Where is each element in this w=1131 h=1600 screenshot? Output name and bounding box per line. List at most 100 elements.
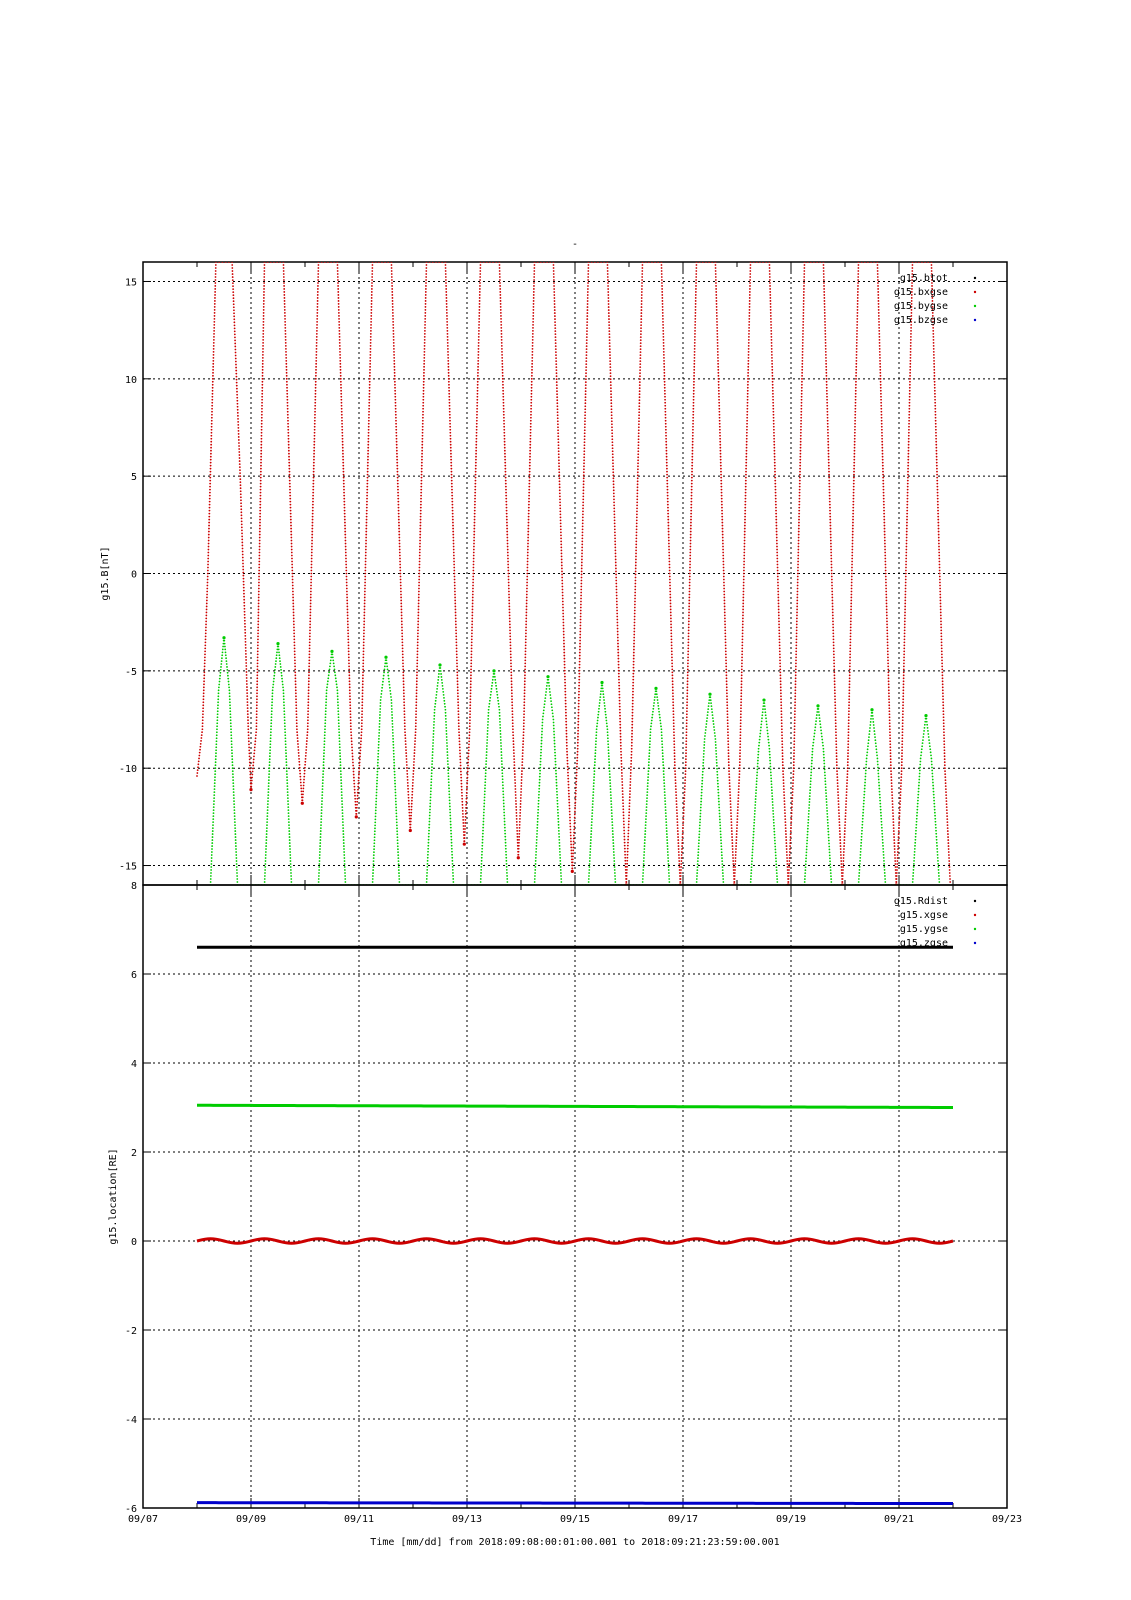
data-point-g15-bxgse	[293, 641, 296, 644]
data-point-g15-bxgse	[832, 653, 835, 656]
data-point-g15-bxgse	[316, 303, 319, 305]
data-point-g15-bxgse	[741, 632, 744, 635]
data-point-g15-bxgse	[349, 725, 352, 728]
data-point-g15-bxgse	[569, 822, 572, 825]
data-point-g15-bxgse	[398, 548, 401, 551]
data-point-g15-bxgse	[742, 611, 744, 614]
data-point-g15-bxgse	[563, 651, 566, 654]
data-point-g15-bxgse	[237, 433, 240, 435]
data-point-g15-bxgse	[521, 755, 524, 758]
data-point-g15-bxgse	[647, 262, 650, 263]
data-point-g15-bxgse	[338, 344, 341, 347]
data-point-g15-bxgse	[620, 762, 623, 765]
data-point-g15-bxgse	[559, 507, 562, 510]
data-point-g15-bxgse	[573, 816, 576, 819]
data-point-g15-bxgse	[336, 276, 339, 278]
data-point-g15-bxgse	[354, 800, 357, 803]
data-point-g15-bxgse	[562, 618, 565, 621]
data-point-g15-bxgse	[677, 839, 680, 841]
data-point-g15-bxgse	[738, 782, 740, 785]
data-point-g15-bxgse	[816, 262, 818, 263]
data-point-g15-bxgse	[564, 678, 566, 681]
data-point-g15-bxgse	[612, 471, 615, 474]
data-point-g15-bxgse	[505, 494, 508, 497]
data-point-g15-bxgse	[448, 389, 451, 392]
data-point-g15-bxgse	[410, 805, 413, 808]
data-point-g15-bxgse	[564, 702, 567, 705]
data-point-g15-bxgse	[212, 374, 214, 377]
data-point-g15-bxgse	[829, 536, 832, 539]
data-point-g15-bxgse	[575, 774, 578, 777]
data-point-g15-bxgse	[705, 262, 707, 263]
data-point-g15-bxgse	[832, 620, 834, 623]
data-point-g15-bxgse	[395, 425, 398, 428]
data-point-g15-bxgse	[500, 332, 503, 335]
data-point-g15-bxgse	[635, 522, 638, 525]
data-point-g15-bxgse	[790, 827, 792, 829]
data-point-g15-bxgse	[737, 794, 740, 797]
data-point-g15-bxgse	[694, 335, 696, 338]
data-point-g15-bxgse	[205, 611, 208, 614]
data-point-g15-bxgse	[831, 605, 834, 608]
data-point-g15-bxgse	[780, 704, 783, 707]
data-point-g15-bxgse	[419, 542, 421, 545]
data-point-g15-bxgse	[501, 362, 504, 365]
data-point-g15-bxgse	[714, 262, 717, 263]
data-point-g15-bxgse	[660, 267, 663, 269]
data-point-g15-bxgse	[282, 276, 285, 278]
data-point-g15-bxgse	[851, 551, 854, 554]
data-point-g15-bxgse	[287, 431, 290, 434]
data-point-g15-bxgse	[747, 350, 750, 353]
data-point-g15-bxgse	[205, 620, 208, 623]
data-point-g15-bxgse	[291, 566, 294, 569]
data-point-g15-bxgse	[843, 833, 846, 835]
data-point-g15-bxgse	[583, 438, 586, 441]
data-point-g15-bxgse	[511, 722, 514, 725]
data-point-g15-bxgse	[258, 569, 261, 572]
data-point-g15-bxgse	[835, 740, 838, 743]
data-point-g15-bxgse	[798, 518, 800, 521]
data-point-g15-bxgse	[636, 471, 639, 474]
data-point-g15-bxgse	[451, 503, 454, 506]
data-point-g15-bxgse	[467, 764, 469, 767]
data-point-g15-bxgse	[617, 642, 619, 645]
data-point-g15-bxgse	[208, 500, 211, 503]
data-point-g15-bxgse	[824, 318, 826, 320]
data-point-g15-bxgse	[531, 338, 534, 341]
data-point-g15-bxgse	[632, 657, 635, 660]
data-point-g15-bxgse	[294, 671, 297, 674]
data-point-g15-bxgse	[834, 725, 837, 728]
data-point-g15-bxgse	[290, 533, 293, 536]
data-point-g15-bxgse	[765, 262, 768, 263]
data-point-g15-bxgse	[835, 737, 838, 740]
data-point-g15-bxgse	[688, 572, 691, 575]
data-point-g15-bxgse	[724, 629, 727, 632]
data-point-g15-bxgse	[619, 723, 622, 726]
data-point-g15-bxgse	[554, 321, 556, 323]
data-point-g15-bxgse	[502, 413, 505, 416]
data-point-g15-bxgse	[235, 369, 238, 372]
data-point-g15-bxgse	[508, 602, 511, 605]
data-point-g15-bxgse	[669, 596, 672, 599]
data-point-g15-bxgse	[472, 572, 475, 575]
data-point-g15-bxgse	[691, 467, 693, 470]
data-point-g15-bxgse	[424, 306, 427, 308]
data-point-g15-bxgse	[573, 819, 576, 822]
data-point-g15-bxgse	[768, 273, 771, 275]
data-point-g15-bxgse	[209, 458, 212, 461]
data-point-g15-bxgse	[368, 416, 370, 419]
data-point-g15-bxgse	[635, 549, 637, 552]
data-point-g15-bxgse	[283, 288, 286, 290]
data-point-g15-bxgse	[779, 680, 782, 683]
data-point-g15-bxgse	[506, 554, 509, 557]
data-point-g15-bxgse	[724, 620, 726, 623]
data-point-g15-bxgse	[317, 282, 319, 284]
data-point-g15-bxgse	[608, 339, 611, 342]
data-point-g15-bxgse	[463, 831, 466, 833]
data-point-g15-bxgse	[694, 303, 697, 305]
data-point-g15-bxgse	[412, 767, 415, 769]
data-point-g15-bxgse	[525, 629, 527, 632]
data-point-g15-bxgse	[683, 791, 686, 794]
data-point-g15-bxgse	[244, 631, 247, 634]
data-point-g15-bxgse	[722, 572, 725, 575]
